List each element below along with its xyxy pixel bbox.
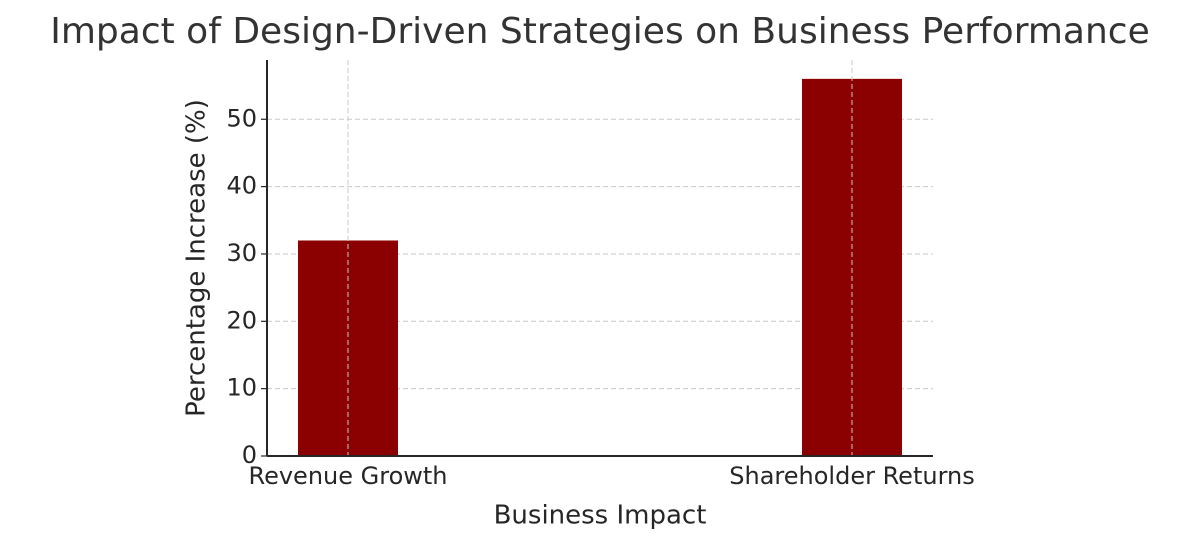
- chart-title: Impact of Design-Driven Strategies on Bu…: [50, 11, 1150, 52]
- y-axis-label: Percentage Increase (%): [182, 99, 212, 417]
- y-tick-label: 50: [226, 104, 257, 132]
- y-tick-label: 0: [242, 441, 257, 469]
- x-tick-label: Shareholder Returns: [729, 462, 974, 490]
- y-tick-label: 20: [226, 306, 257, 334]
- x-axis-label: Business Impact: [494, 501, 707, 531]
- y-tick-label: 30: [226, 239, 257, 267]
- y-tick-label: 40: [226, 172, 257, 200]
- x-tick-label: Revenue Growth: [248, 462, 447, 490]
- y-tick-label: 10: [226, 374, 257, 402]
